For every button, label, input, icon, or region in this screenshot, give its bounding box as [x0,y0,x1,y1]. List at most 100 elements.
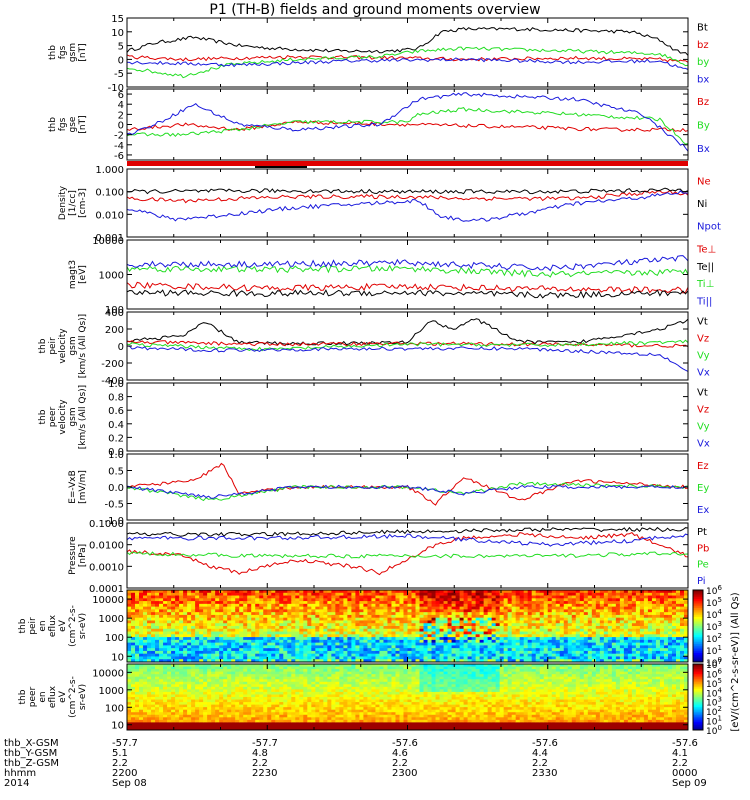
heatmap-cell-peir_spectrogram [423,650,428,655]
heatmap-cell-peir_spectrogram [191,639,196,644]
heatmap-cell-peir_spectrogram [507,614,513,619]
heatmap-cell-peir_spectrogram [647,645,653,649]
legend-entry-fgs_gse: Bz [697,97,709,108]
heatmap-cell-peir_spectrogram [363,648,368,652]
heatmap-cell-peir_spectrogram [195,639,200,644]
heatmap-cell-peir_spectrogram [327,598,332,602]
heatmap-cell-peer_spectrogram [167,684,172,688]
heatmap-cell-peer_spectrogram [163,689,168,693]
heatmap-cell-peir_spectrogram [671,656,677,660]
heatmap-cell-peir_spectrogram [151,601,156,605]
heatmap-cell-peer_spectrogram [131,719,136,723]
heatmap-cell-peir_spectrogram [639,645,645,649]
heatmap-cell-peir_spectrogram [667,614,673,619]
heatmap-cell-peir_spectrogram [531,650,537,655]
heatmap-cell-peir_spectrogram [263,620,268,624]
heatmap-cell-peir_spectrogram [651,609,657,613]
heatmap-cell-peir_spectrogram [535,601,541,605]
heatmap-cell-peir_spectrogram [435,626,440,630]
heatmap-cell-peir_spectrogram [215,648,220,652]
heatmap-cell-peir_spectrogram [551,612,557,616]
heatmap-cell-peir_spectrogram [551,653,557,657]
heatmap-cell-peer_spectrogram [191,702,196,706]
heatmap-cell-peir_spectrogram [559,631,565,635]
heatmap-cell-peir_spectrogram [591,637,597,641]
heatmap-cell-peir_spectrogram [515,617,521,621]
heatmap-cell-peir_spectrogram [567,620,573,624]
heatmap-cell-peir_spectrogram [247,639,252,644]
heatmap-cell-peir_spectrogram [503,606,509,610]
heatmap-cell-peer_spectrogram [187,666,192,670]
heatmap-cell-peir_spectrogram [651,642,657,646]
heatmap-cell-peir_spectrogram [523,617,529,621]
heatmap-cell-peir_spectrogram [543,623,549,627]
heatmap-cell-peir_spectrogram [299,606,304,610]
heatmap-cell-peir_spectrogram [147,623,152,627]
heatmap-cell-peir_spectrogram [643,648,649,652]
heatmap-cell-peir_spectrogram [407,617,412,621]
heatmap-cell-peir_spectrogram [539,637,545,641]
heatmap-cell-peir_spectrogram [443,650,448,655]
heatmap-cell-peir_spectrogram [435,592,440,596]
heatmap-cell-peir_spectrogram [403,639,408,644]
heatmap-cell-peer_spectrogram [187,691,192,695]
heatmap-cell-peir_spectrogram [547,637,553,641]
heatmap-cell-peir_spectrogram [163,595,168,599]
heatmap-cell-peir_spectrogram [559,592,565,596]
heatmap-cell-peir_spectrogram [303,598,308,602]
heatmap-cell-peir_spectrogram [675,606,681,610]
heatmap-cell-peir_spectrogram [307,623,312,627]
heatmap-cell-peir_spectrogram [351,609,356,613]
heatmap-cell-peir_spectrogram [403,628,408,632]
heatmap-cell-peir_spectrogram [427,653,432,657]
heatmap-cell-peir_spectrogram [479,637,485,641]
heatmap-cell-peir_spectrogram [627,601,633,605]
heatmap-cell-peir_spectrogram [671,637,677,641]
heatmap-cell-peir_spectrogram [511,634,517,638]
heatmap-cell-peir_spectrogram [627,645,633,649]
heatmap-cell-peir_spectrogram [271,650,276,655]
heatmap-cell-peir_spectrogram [211,612,216,616]
heatmap-cell-peer_spectrogram [239,681,244,685]
heatmap-cell-peir_spectrogram [279,614,284,619]
heatmap-cell-peir_spectrogram [407,592,412,596]
heatmap-cell-peir_spectrogram [335,637,340,641]
heatmap-cell-peir_spectrogram [643,628,649,632]
heatmap-cell-peir_spectrogram [495,620,501,624]
heatmap-cell-peer_spectrogram [175,676,180,680]
heatmap-cell-peir_spectrogram [439,653,444,657]
heatmap-cell-peir_spectrogram [387,656,392,660]
heatmap-cell-peir_spectrogram [563,656,569,660]
heatmap-cell-peer_spectrogram [139,666,144,670]
heatmap-cell-peir_spectrogram [603,592,609,596]
heatmap-cell-peir_spectrogram [431,606,436,610]
heatmap-cell-peer_spectrogram [199,707,204,711]
heatmap-cell-peir_spectrogram [163,639,168,644]
heatmap-cell-peir_spectrogram [143,601,148,605]
heatmap-cell-peir_spectrogram [147,612,152,616]
heatmap-cell-peir_spectrogram [251,631,256,635]
heatmap-cell-peir_spectrogram [423,639,428,644]
heatmap-cell-peer_spectrogram [215,684,220,688]
heatmap-cell-peir_spectrogram [307,598,312,602]
heatmap-cell-peer_spectrogram [183,666,188,670]
heatmap-cell-peir_spectrogram [239,620,244,624]
heatmap-cell-peir_spectrogram [359,653,364,657]
heatmap-cell-peer_spectrogram [127,686,132,690]
heatmap-cell-peer_spectrogram [235,707,240,711]
heatmap-cell-peir_spectrogram [207,648,212,652]
heatmap-cell-peir_spectrogram [335,634,340,638]
heatmap-cell-peir_spectrogram [151,656,156,660]
heatmap-cell-peer_spectrogram [159,694,164,698]
heatmap-cell-peir_spectrogram [667,634,673,638]
heatmap-cell-peer_spectrogram [191,674,196,678]
heatmap-cell-peir_spectrogram [467,612,473,616]
heatmap-cell-peir_spectrogram [615,623,621,627]
heatmap-cell-peir_spectrogram [615,609,621,613]
heatmap-cell-peir_spectrogram [271,603,276,608]
heatmap-cell-peir_spectrogram [387,637,392,641]
heatmap-cell-peer_spectrogram [251,686,256,690]
heatmap-cell-peir_spectrogram [479,609,485,613]
heatmap-cell-peir_spectrogram [487,642,493,646]
heatmap-cell-peer_spectrogram [127,724,132,728]
